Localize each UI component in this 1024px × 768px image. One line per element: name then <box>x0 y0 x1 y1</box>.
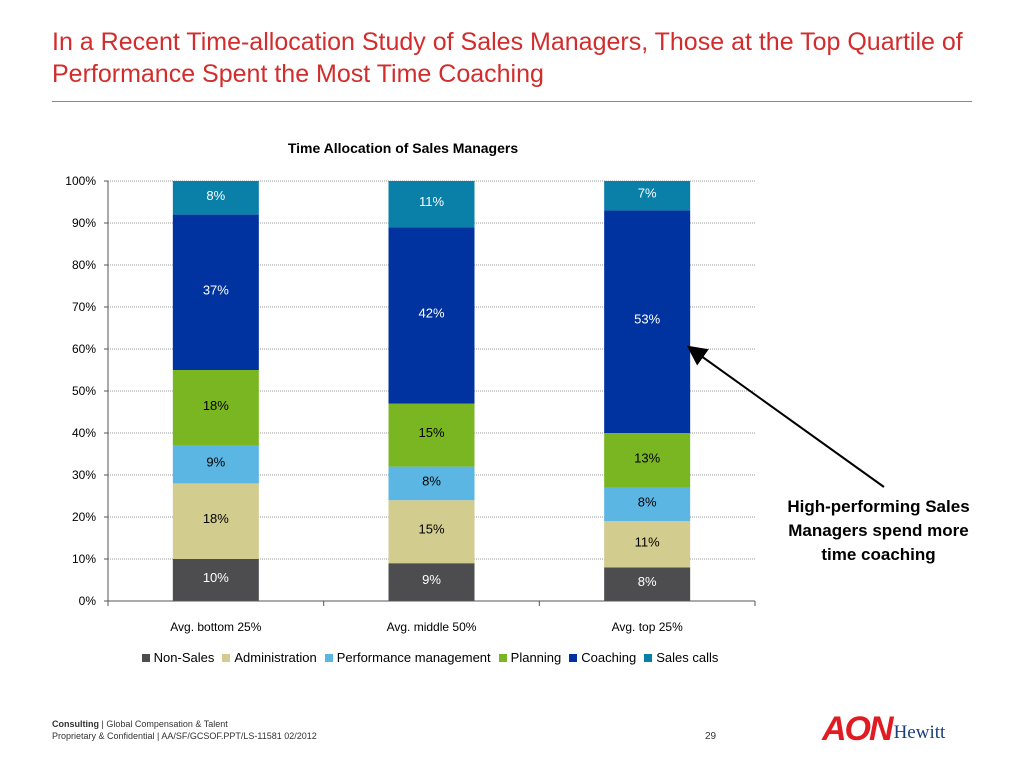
data-label: 11% <box>635 534 660 549</box>
x-category-label: Avg. top 25% <box>612 620 683 634</box>
y-tick-label: 70% <box>72 300 96 314</box>
legend-label: Coaching <box>581 650 637 665</box>
legend-item: Performance management <box>324 650 491 665</box>
x-category-label: Avg. bottom 25% <box>170 620 261 634</box>
data-label: 18% <box>203 511 229 526</box>
bar-segment <box>388 563 475 601</box>
y-tick-label: 40% <box>72 426 96 440</box>
legend-item: Coaching <box>569 650 636 665</box>
logo-hewitt: Hewitt <box>893 722 946 743</box>
data-label: 7% <box>638 186 657 201</box>
data-label: 37% <box>203 282 229 297</box>
legend-item: Planning <box>498 650 562 665</box>
axes: 0% 10% 20% 30% 40% 50% 60% 70% 80% 90% 100% Avg. bo… <box>65 174 756 634</box>
stacked-bar-chart: Time Allocation of Sales Managers 10% 18%… <box>65 140 885 634</box>
bar-segment <box>172 445 259 484</box>
legend-label: Performance management <box>336 650 491 665</box>
y-tick-label: 80% <box>72 258 96 272</box>
slide-title: In a Recent Time-allocation Study of Sal… <box>52 28 963 88</box>
legend-swatch <box>644 653 653 662</box>
bar-segment <box>388 227 475 404</box>
data-label: 15% <box>418 425 444 440</box>
data-label: 8% <box>422 473 441 488</box>
bar-segment <box>388 466 475 501</box>
legend-item: Administration <box>222 650 317 665</box>
chart-legend: Non-Sales Administration Performance manag… <box>100 650 760 665</box>
y-tick-label: 50% <box>72 384 96 398</box>
legend-label: Sales calls <box>656 650 719 665</box>
data-label: 8% <box>638 494 657 509</box>
data-label: 10% <box>203 570 229 585</box>
bar-segment <box>388 181 475 228</box>
logo-aon: AON <box>822 710 894 748</box>
callout-arrow <box>686 345 885 488</box>
bar-segment <box>388 500 475 564</box>
bar-segment <box>604 521 691 568</box>
legend-label: Administration <box>234 650 317 665</box>
bars: 10% 18% 9% 18% 37% 8% 9% 15% 8% 15% 42% 11% 8% 11% 8% 1… <box>172 181 691 601</box>
bar-segment <box>604 181 691 211</box>
legend-swatch <box>222 653 231 662</box>
data-label: 53% <box>634 312 660 327</box>
legend-swatch <box>141 653 150 662</box>
footer-line-2: Proprietary & Confidential | AA/SF/GCSOF… <box>52 731 317 741</box>
legend-label: Non-Sales <box>153 650 215 665</box>
data-label: 8% <box>206 188 225 203</box>
y-tick-label: 0% <box>79 594 97 608</box>
bar-segment <box>172 370 259 446</box>
callout-arrow-line <box>686 345 885 488</box>
bar-segment <box>604 567 691 601</box>
data-label: 42% <box>418 305 444 320</box>
y-tick-label: 100% <box>65 174 96 188</box>
data-label: 13% <box>634 450 660 465</box>
y-tick-label: 90% <box>72 216 96 230</box>
aon-hewitt-logo: AON Hewitt <box>822 706 974 746</box>
footer-brand: Consulting <box>52 719 99 729</box>
bar-segment <box>388 403 475 467</box>
data-label: 11% <box>419 194 444 209</box>
legend-item: Non-Sales <box>141 650 215 665</box>
y-tick-label: 30% <box>72 468 96 482</box>
bar-segment <box>172 181 259 215</box>
legend-label: Planning <box>510 650 562 665</box>
legend-item: Sales calls <box>644 650 718 665</box>
data-label: 9% <box>206 455 225 470</box>
data-label: 8% <box>638 574 657 589</box>
footer: Consulting | Global Compensation & Talen… <box>52 718 317 742</box>
bar-segment <box>172 483 259 559</box>
footer-line-1: Consulting | Global Compensation & Talen… <box>52 718 317 730</box>
data-label: 15% <box>418 522 444 537</box>
bar-segment <box>172 214 259 370</box>
title-divider <box>52 101 972 102</box>
y-tick-label: 60% <box>72 342 96 356</box>
chart-title: Time Allocation of Sales Managers <box>288 140 519 156</box>
y-tick-label: 10% <box>72 552 96 566</box>
footer-division: | Global Compensation & Talent <box>101 719 228 729</box>
bar-segment <box>604 433 691 488</box>
legend-swatch <box>498 653 507 662</box>
bar-segment <box>604 487 691 522</box>
bar-segment <box>172 559 259 601</box>
data-label: 18% <box>203 398 229 413</box>
legend-swatch <box>569 653 578 662</box>
page-number: 29 <box>705 731 717 742</box>
y-tick-label: 20% <box>72 510 96 524</box>
data-label: 9% <box>422 572 441 587</box>
bar-segment <box>604 210 691 433</box>
x-category-label: Avg. middle 50% <box>387 620 477 634</box>
callout-text: High-performing Sales Managers spend mor… <box>787 497 970 564</box>
legend-swatch <box>324 653 333 662</box>
